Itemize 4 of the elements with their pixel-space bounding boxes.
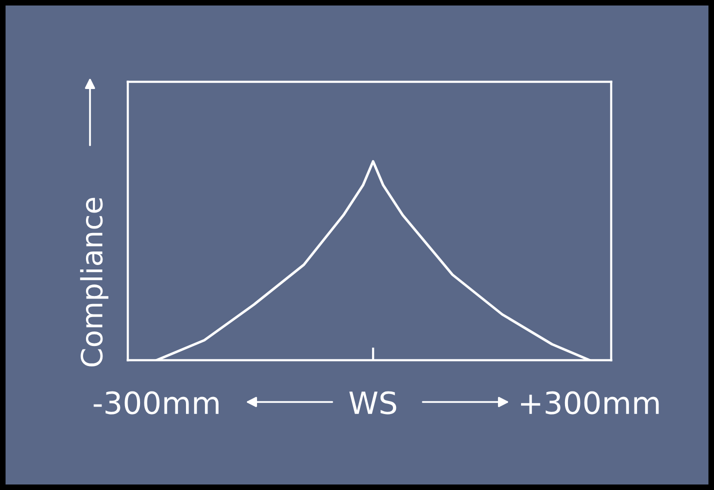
x-tick-label: +300mm [521, 391, 659, 414]
x-tick-label: WS [349, 391, 396, 414]
x-tick-label: -300mm [94, 391, 219, 414]
y-axis-title: Compliance [80, 198, 108, 366]
